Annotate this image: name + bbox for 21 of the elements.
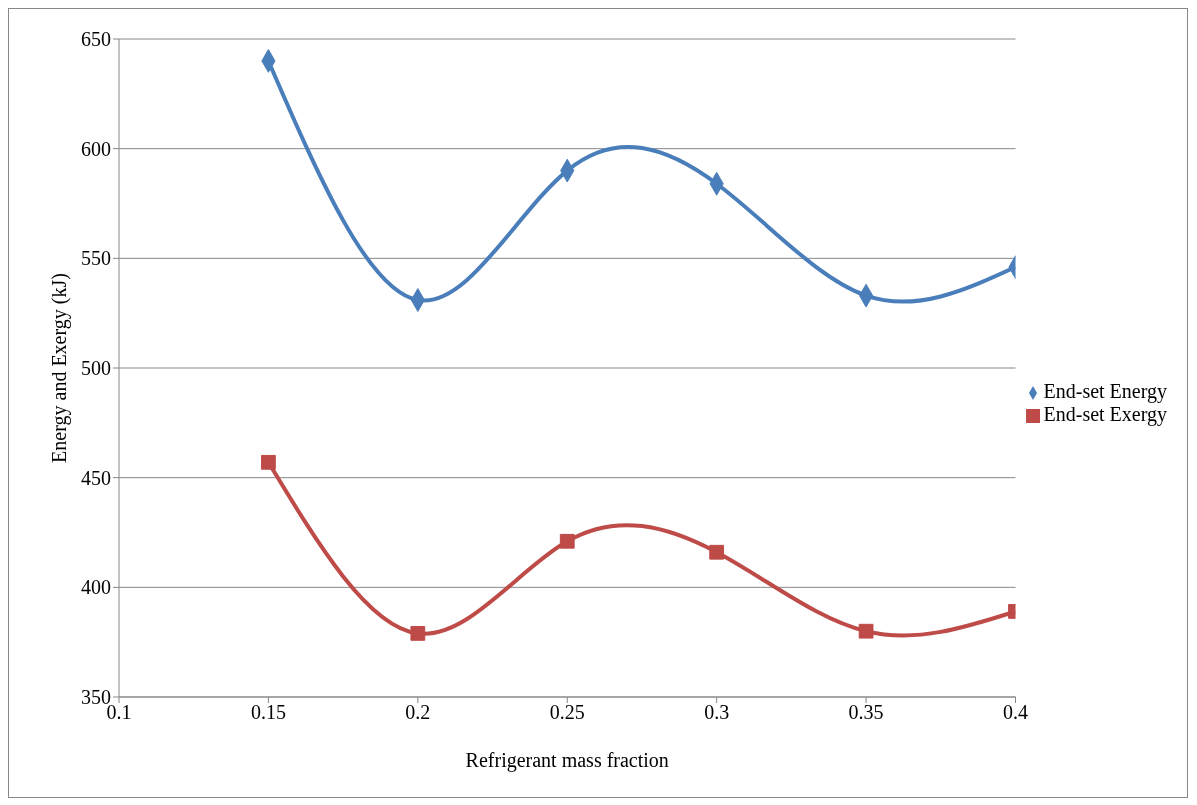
y-tick-label: 550 (81, 247, 111, 270)
y-tick-label: 650 (81, 28, 111, 51)
point (559, 533, 575, 549)
y-tick-label: 400 (81, 576, 111, 599)
x-tick-label: 0.15 (250, 701, 286, 724)
legend-label: End-set Energy (1043, 380, 1167, 402)
x-tick-label: 0.2 (405, 701, 431, 724)
x-tick-label: 0.35 (848, 701, 884, 724)
x-tick-label: 0.4 (1003, 701, 1028, 724)
point (858, 623, 874, 639)
x-tick-label: 0.25 (549, 701, 585, 724)
y-tick-label: 450 (81, 466, 111, 489)
legend-label: End-set Exergy (1043, 403, 1167, 425)
point (410, 626, 426, 641)
y-tick-label: 500 (81, 357, 111, 380)
y-axis-title: Energy and Exergy (kJ) (48, 273, 72, 463)
point (261, 454, 276, 470)
x-tick-label: 0.3 (704, 701, 730, 724)
point (709, 544, 725, 560)
x-axis-title: Refrigerant mass fraction (465, 749, 669, 772)
y-tick-label: 600 (81, 137, 111, 160)
